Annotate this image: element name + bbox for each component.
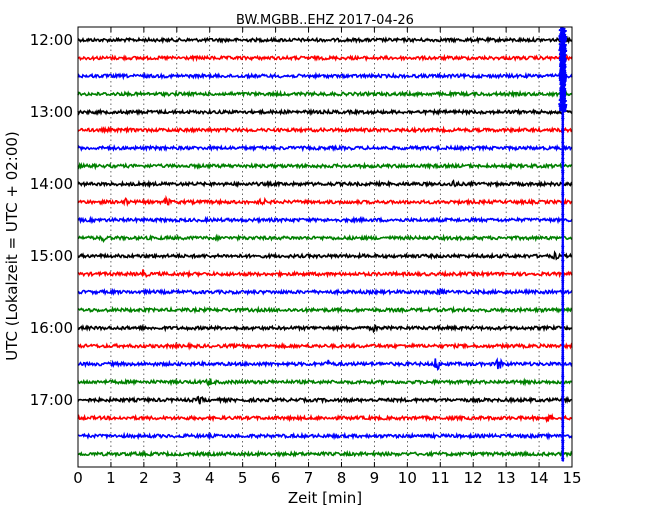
- chart-title: BW.MGBB..EHZ 2017-04-26: [236, 13, 414, 28]
- x-axis-label: Zeit [min]: [288, 489, 362, 507]
- plot-frame: [77, 26, 573, 468]
- trace-14:00: [77, 179, 573, 189]
- trace-13:30: [77, 143, 573, 153]
- trace-15:15: [77, 269, 573, 279]
- trace-14:45: [77, 233, 573, 243]
- x-tick-label: 15: [562, 469, 581, 487]
- y-tick-label: 13:00: [30, 103, 73, 121]
- x-tick-label: 12: [464, 469, 483, 487]
- trace-12:15: [77, 53, 573, 63]
- x-tick-label: 10: [398, 469, 417, 487]
- trace-16:45: [77, 377, 573, 388]
- trace-12:45: [77, 89, 573, 99]
- trace-17:45: [77, 449, 573, 459]
- trace-13:00: [77, 107, 573, 117]
- x-tick-label: 3: [172, 469, 182, 487]
- y-tick-label: 16:00: [30, 319, 73, 337]
- trace-15:45: [77, 305, 573, 315]
- y-axis-label: UTC (Lokalzeit = UTC + 02:00): [3, 131, 21, 361]
- x-tick-label: 7: [304, 469, 314, 487]
- axes-box: [77, 26, 573, 468]
- x-axis: 0 1 2 3 4 5 6 7 8 9 10 11 12 13 14 15: [73, 27, 582, 487]
- y-tick-label: 14:00: [30, 175, 73, 193]
- trace-17:15: [77, 412, 573, 424]
- x-tick-label: 8: [337, 469, 347, 487]
- x-tick-label: 11: [431, 469, 450, 487]
- y-tick-label: 17:00: [30, 391, 73, 409]
- trace-12:00: [77, 35, 573, 45]
- trace-16:30: [77, 357, 573, 371]
- y-tick-label: 12:00: [30, 31, 73, 49]
- x-tick-label: 9: [370, 469, 380, 487]
- x-tick-label: 2: [139, 469, 149, 487]
- x-tick-label: 6: [271, 469, 281, 487]
- trace-13:45: [77, 161, 573, 171]
- x-tick-label: 4: [205, 469, 215, 487]
- x-tick-label: 14: [530, 469, 549, 487]
- trace-17:30: [77, 431, 573, 441]
- x-tick-label: 13: [497, 469, 516, 487]
- trace-17:00: [77, 395, 573, 405]
- seismic-traces: [77, 27, 573, 462]
- y-axis: 12:00 13:00 14:00 15:00 16:00 17:00: [30, 31, 572, 409]
- trace-16:00: [77, 323, 573, 334]
- trace-15:00: [77, 250, 573, 261]
- trace-16:15: [77, 341, 573, 351]
- trace-14:30: [77, 215, 573, 225]
- x-tick-label: 0: [73, 469, 83, 487]
- trace-13:15: [77, 125, 573, 135]
- trace-14:15: [77, 194, 573, 208]
- trace-15:30: [77, 287, 573, 297]
- trace-12:30: [77, 71, 573, 81]
- x-tick-label: 5: [238, 469, 248, 487]
- y-tick-label: 15:00: [30, 247, 73, 265]
- x-tick-label: 1: [106, 469, 116, 487]
